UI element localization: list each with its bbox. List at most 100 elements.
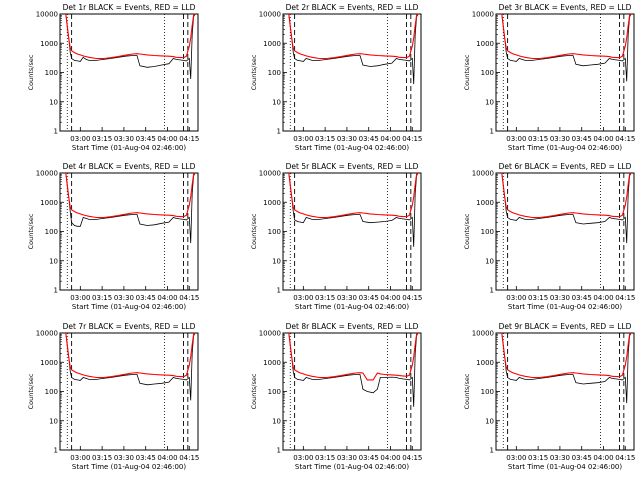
events-series-line (65, 332, 196, 401)
y-axis-label: Counts/sec (250, 373, 258, 409)
x-tick-label: 03:15 (315, 135, 335, 143)
y-tick-label: 10 (49, 257, 58, 265)
lld-series-line (288, 172, 419, 219)
y-tick-label: 100 (45, 228, 58, 236)
panel-title: Det 7r BLACK = Events, RED = LLD (63, 322, 196, 331)
y-tick-label: 100 (481, 228, 494, 236)
y-tick-label: 100 (45, 388, 58, 396)
plot-frame (495, 172, 635, 291)
y-tick-label: 1000 (476, 199, 494, 207)
y-tick-label: 10000 (36, 330, 58, 338)
x-tick-label: 03:45 (136, 294, 156, 302)
x-tick-label: 03:45 (572, 135, 592, 143)
x-tick-label: 04:00 (593, 294, 613, 302)
x-tick-label: 04:00 (380, 294, 400, 302)
y-axis-label: Counts/sec (463, 213, 471, 249)
x-tick-label: 03:15 (92, 454, 112, 462)
y-tick-label: 1000 (40, 359, 58, 367)
x-axis-label: Start Time (01-Aug-04 02:46:00) (508, 303, 622, 311)
y-tick-label: 1 (490, 447, 494, 455)
x-tick-label: 03:30 (550, 135, 570, 143)
x-tick-label: 03:15 (528, 135, 548, 143)
x-tick-label: 04:00 (593, 135, 613, 143)
y-axis-label: Counts/sec (463, 54, 471, 90)
x-tick-label: 03:45 (359, 454, 379, 462)
plot-frame (59, 13, 199, 132)
y-tick-label: 10000 (472, 330, 494, 338)
x-tick-label: 03:15 (92, 294, 112, 302)
x-tick-label: 04:15 (615, 454, 635, 462)
y-tick-label: 10 (49, 417, 58, 425)
y-tick-label: 1 (277, 128, 281, 136)
y-tick-label: 1 (277, 447, 281, 455)
y-tick-label: 100 (481, 69, 494, 77)
panel-title: Det 8r BLACK = Events, RED = LLD (286, 322, 419, 331)
events-series-line (501, 332, 632, 404)
detector-panel: Det 7r BLACK = Events, RED = LLD 1 10 100 10… (27, 322, 199, 471)
x-axis-label: Start Time (01-Aug-04 02:46:00) (508, 463, 622, 471)
detector-panel: Det 3r BLACK = Events, RED = LLD 1 10 100 10… (463, 3, 635, 152)
x-tick-label: 03:00 (506, 294, 526, 302)
x-tick-label: 03:00 (293, 294, 313, 302)
x-tick-label: 03:45 (359, 294, 379, 302)
y-tick-label: 1 (490, 128, 494, 136)
y-tick-label: 100 (268, 228, 281, 236)
x-tick-label: 04:00 (380, 135, 400, 143)
events-series-line (65, 13, 196, 80)
y-tick-label: 1000 (263, 40, 281, 48)
y-tick-label: 1000 (476, 359, 494, 367)
x-tick-label: 04:15 (402, 294, 422, 302)
x-tick-label: 03:00 (506, 135, 526, 143)
y-tick-label: 1 (277, 287, 281, 295)
y-axis-label: Counts/sec (27, 373, 35, 409)
detector-panel: Det 9r BLACK = Events, RED = LLD 1 10 100 10… (463, 322, 635, 471)
lld-series-line (65, 332, 196, 379)
x-axis-label: Start Time (01-Aug-04 02:46:00) (295, 463, 409, 471)
detector-panel: Det 2r BLACK = Events, RED = LLD 1 10 100 10… (250, 3, 422, 152)
y-tick-label: 10000 (259, 170, 281, 178)
y-axis-label: Counts/sec (250, 54, 258, 90)
x-tick-label: 04:15 (615, 135, 635, 143)
y-tick-label: 1000 (40, 40, 58, 48)
y-axis-label: Counts/sec (27, 54, 35, 90)
x-axis-label: Start Time (01-Aug-04 02:46:00) (72, 144, 186, 152)
y-tick-label: 100 (45, 69, 58, 77)
lld-series-line (288, 13, 419, 60)
x-tick-label: 03:30 (114, 294, 134, 302)
x-tick-label: 03:45 (136, 135, 156, 143)
lld-series-line (501, 332, 632, 379)
x-tick-label: 03:00 (293, 135, 313, 143)
x-tick-label: 03:15 (528, 454, 548, 462)
x-tick-label: 04:00 (593, 454, 613, 462)
y-axis-label: Counts/sec (463, 373, 471, 409)
y-tick-label: 1000 (476, 40, 494, 48)
x-tick-label: 03:15 (92, 135, 112, 143)
x-tick-label: 03:30 (550, 294, 570, 302)
plot-frame (495, 13, 635, 132)
x-tick-label: 03:45 (572, 294, 592, 302)
x-tick-label: 03:00 (70, 294, 90, 302)
x-axis-label: Start Time (01-Aug-04 02:46:00) (508, 144, 622, 152)
y-tick-label: 1 (54, 128, 58, 136)
x-axis-label: Start Time (01-Aug-04 02:46:00) (72, 463, 186, 471)
y-tick-label: 10000 (36, 170, 58, 178)
y-axis-label: Counts/sec (27, 213, 35, 249)
panel-title: Det 5r BLACK = Events, RED = LLD (286, 162, 419, 171)
plot-frame (282, 13, 422, 132)
x-tick-label: 03:00 (506, 454, 526, 462)
panel-title: Det 9r BLACK = Events, RED = LLD (499, 322, 632, 331)
detector-panel: Det 5r BLACK = Events, RED = LLD 1 10 100 10… (250, 162, 422, 311)
panel-title: Det 2r BLACK = Events, RED = LLD (286, 3, 419, 12)
detector-panel: Det 8r BLACK = Events, RED = LLD 1 10 100 10… (250, 322, 422, 471)
y-tick-label: 10 (272, 417, 281, 425)
x-tick-label: 04:00 (157, 454, 177, 462)
lld-series-line (501, 13, 632, 60)
y-tick-label: 100 (268, 388, 281, 396)
x-tick-label: 04:15 (402, 135, 422, 143)
x-tick-label: 03:30 (337, 454, 357, 462)
x-tick-label: 03:30 (337, 294, 357, 302)
plot-frame (495, 332, 635, 451)
events-series-line (65, 172, 196, 244)
x-tick-label: 03:00 (70, 135, 90, 143)
